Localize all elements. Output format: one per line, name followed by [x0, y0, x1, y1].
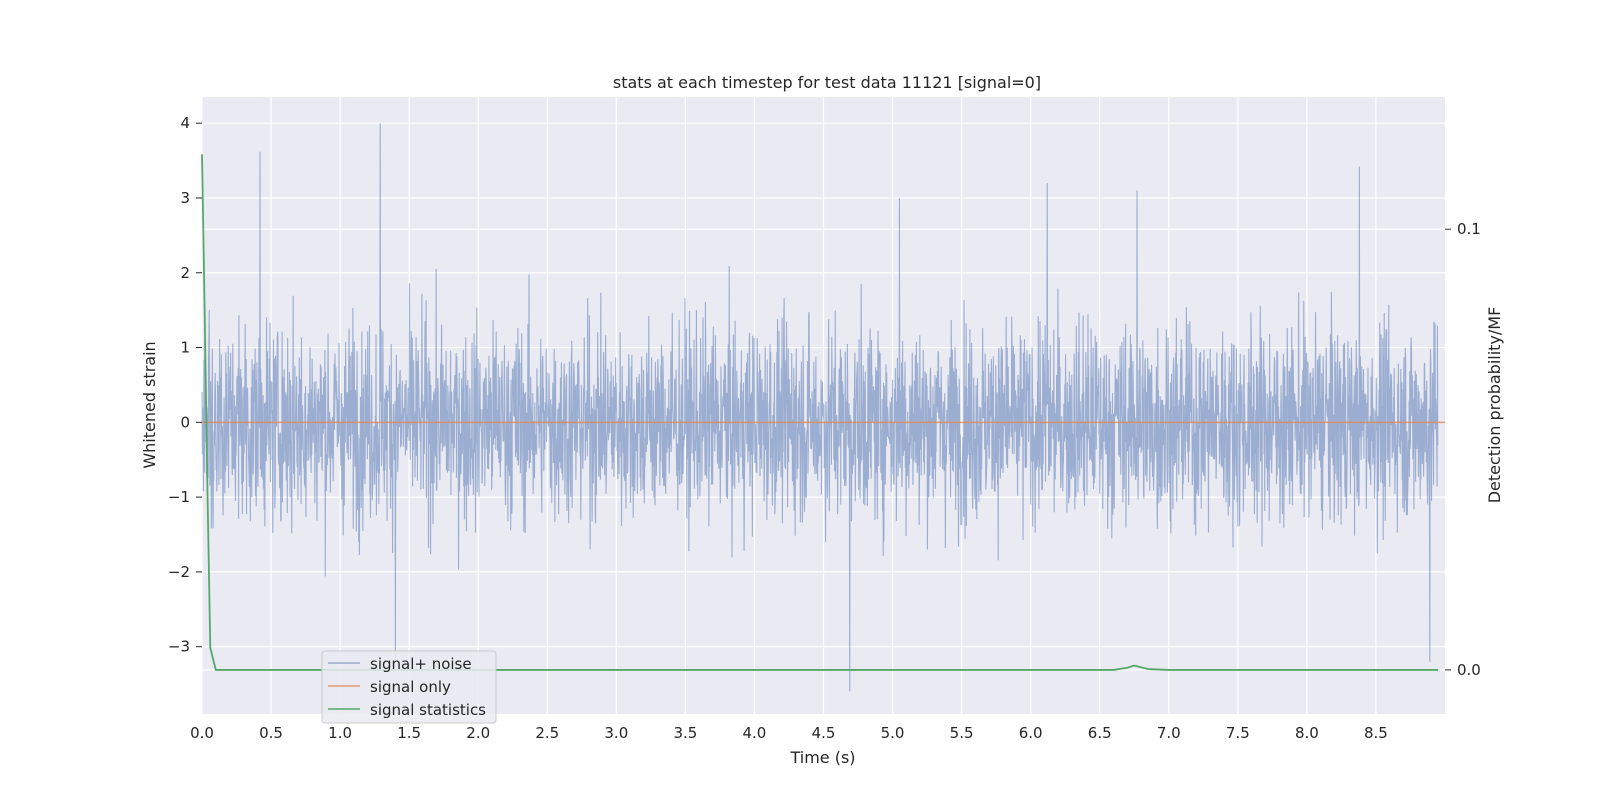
legend-label-signal-noise: signal+ noise: [370, 655, 472, 673]
x-tick-label-6: 3.0: [604, 724, 628, 742]
x-tick-label-14: 7.0: [1157, 724, 1181, 742]
x-tick-label-0: 0.0: [190, 724, 214, 742]
x-tick-label-7: 3.5: [673, 724, 697, 742]
x-tick-label-9: 4.5: [812, 724, 836, 742]
y-tick-label-5: −1: [168, 488, 190, 506]
x-tick-label-5: 2.5: [535, 724, 559, 742]
x-tick-label-12: 6.0: [1019, 724, 1043, 742]
y-tick-label-6: −2: [168, 563, 190, 581]
y-tick-label-2: 2: [180, 264, 190, 282]
legend-label-signal-only: signal only: [370, 678, 451, 696]
series-line-signal-statistics: [201, 154, 1439, 671]
y2-axis-ticks: 0.1 0.0: [1445, 220, 1481, 679]
y-tick-label-7: −3: [168, 638, 190, 656]
y-tick-label-1: 3: [180, 189, 190, 207]
x-tick-label-2: 1.0: [328, 724, 352, 742]
series-signal-statistics: [201, 154, 1439, 671]
x-tick-label-11: 5.5: [950, 724, 974, 742]
y2-axis-label: Detection probability/MF: [1485, 307, 1504, 504]
legend: signal+ noise signal only signal statist…: [321, 650, 497, 724]
y2-tick-label-1: 0.0: [1457, 661, 1481, 679]
y-axis-label: Whitened strain: [140, 341, 159, 468]
x-axis-label: Time (s): [789, 748, 855, 767]
legend-box: [321, 650, 497, 724]
legend-label-signal-statistics: signal statistics: [370, 701, 486, 719]
y-axis-ticks: 4 3 2 1 0 −1 −2 −3: [168, 114, 202, 656]
x-tick-label-13: 6.5: [1088, 724, 1112, 742]
x-tick-label-17: 8.5: [1364, 724, 1388, 742]
y-tick-label-4: 0: [180, 413, 190, 431]
chart-title: stats at each timestep for test data 111…: [613, 73, 1041, 92]
series-signal-noise: [201, 123, 1439, 692]
x-tick-label-15: 7.5: [1226, 724, 1250, 742]
x-tick-label-4: 2.0: [466, 724, 490, 742]
x-tick-label-10: 5.0: [881, 724, 905, 742]
x-tick-label-3: 1.5: [397, 724, 421, 742]
x-tick-label-16: 8.0: [1295, 724, 1319, 742]
x-tick-label-8: 4.0: [743, 724, 767, 742]
y-tick-label-0: 4: [180, 114, 190, 132]
y-tick-label-3: 1: [180, 339, 190, 357]
x-tick-label-1: 0.5: [259, 724, 283, 742]
x-axis-ticks: 0.0 0.5 1.0 1.5 2.0 2.5 3.0 3.5 4.0 4.5 5.0 5.5 6.0 6…: [190, 724, 1388, 742]
series-line-signal-noise: [201, 123, 1439, 692]
y2-tick-label-0: 0.1: [1457, 220, 1481, 238]
